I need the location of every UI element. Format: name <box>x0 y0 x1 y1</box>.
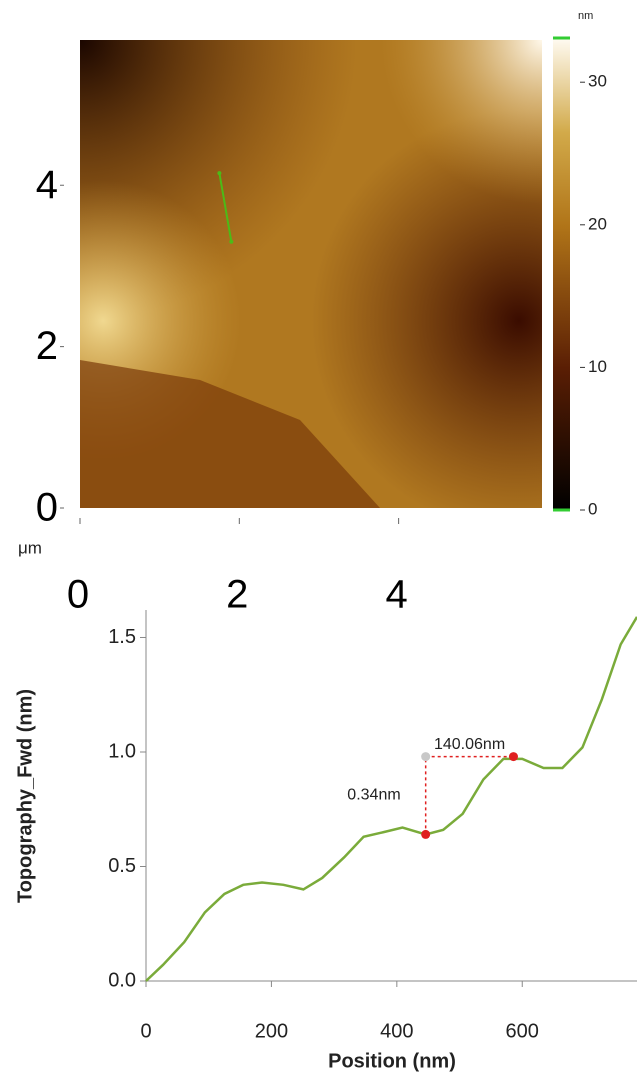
colorbar-tick-label: 0 <box>588 499 597 518</box>
profile-end <box>217 171 222 176</box>
x-tick-label: 400 <box>380 1020 413 1042</box>
line <box>145 616 637 982</box>
y-tick-label: 1.5 <box>108 626 136 648</box>
x-tick-label: 200 <box>255 1020 288 1042</box>
colorbar <box>553 38 570 510</box>
x-axis-label: Position (nm) <box>328 1050 456 1072</box>
x-tick-label: 600 <box>506 1020 539 1042</box>
y-tick-label: 0.0 <box>108 969 136 991</box>
cursor <box>421 829 431 839</box>
cursor-corner <box>421 752 431 762</box>
colorbar-tick-label: 30 <box>588 72 607 91</box>
x-tick-label: 0 <box>67 573 89 617</box>
cursor <box>508 752 518 762</box>
colorbar-label: nm <box>578 10 593 22</box>
x-tick-label: 4 <box>385 573 407 617</box>
annotation: 0.34nm <box>347 787 400 804</box>
annotation: 140.06nm <box>434 736 505 753</box>
unit-label: μm <box>18 538 42 557</box>
colorbar-tick-label: 20 <box>588 214 607 233</box>
profile-line <box>218 172 233 242</box>
x-tick-label: 2 <box>226 573 248 617</box>
profile-end <box>229 239 234 244</box>
y-tick-label: 2 <box>36 324 58 368</box>
afm-image <box>80 40 542 508</box>
colorbar-tick-label: 10 <box>588 357 607 376</box>
y-tick-label: 0 <box>36 486 58 530</box>
y-axis-label: Topography_Fwd (nm) <box>14 689 36 903</box>
y-tick-label: 1.0 <box>108 740 136 762</box>
y-tick-label: 4 <box>36 163 58 207</box>
y-tick-label: 0.5 <box>108 855 136 877</box>
x-tick-label: 0 <box>140 1020 151 1042</box>
